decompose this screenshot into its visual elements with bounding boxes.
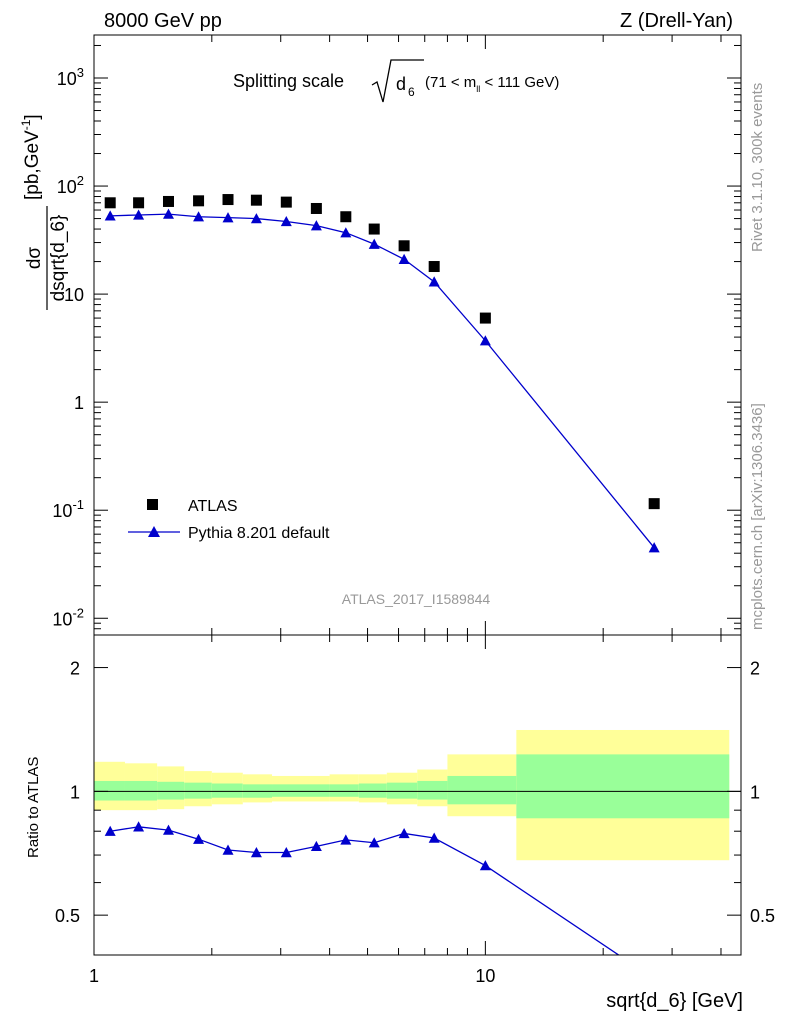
- rivet-label: Rivet 3.1.10, 300k events: [749, 83, 766, 252]
- pythia-point: [310, 220, 322, 231]
- atlas-point: [340, 211, 352, 223]
- ratio-pythia-point: [649, 973, 660, 983]
- source-label: mcplots.cern.ch [arXiv:1306.3436]: [749, 403, 766, 630]
- main-title-variable: d: [396, 74, 406, 94]
- ratio-band-stat: [516, 754, 730, 819]
- atlas-point: [104, 197, 116, 209]
- main-title-variable-sub: 6: [408, 85, 415, 99]
- atlas-point: [368, 223, 380, 235]
- ratio-pythia-point: [104, 825, 116, 836]
- x-axis-label: sqrt{d_6} [GeV]: [606, 990, 743, 1012]
- ratio-pythia-point: [222, 844, 234, 855]
- atlas-point: [280, 196, 292, 208]
- energy-label: 8000 GeV pp: [104, 10, 222, 32]
- ratio-band-stat: [447, 775, 517, 805]
- main-plot-frame: [93, 34, 742, 636]
- atlas-point: [133, 197, 145, 209]
- pythia-point: [479, 335, 491, 346]
- ratio-y-tick-label: 0.5: [55, 906, 80, 926]
- ratio-pythia-point: [133, 821, 145, 832]
- ratio-pythia-point: [193, 833, 205, 844]
- legend-marker-atlas: [147, 499, 158, 510]
- ratio-y-tick-label-right: 2: [750, 659, 760, 679]
- atlas-point: [250, 194, 262, 206]
- y-tick-label: 10: [64, 285, 84, 305]
- ratio-pythia-line: [110, 826, 620, 955]
- ratio-pythia-point: [280, 847, 292, 858]
- ratio-y-tick-label: 2: [70, 659, 80, 679]
- sqrt-sign-icon: [371, 59, 424, 103]
- x-tick-label: 1: [89, 966, 99, 986]
- ratio-pythia-point: [368, 837, 380, 848]
- ratio-band-stat: [358, 783, 387, 798]
- process-label: Z (Drell-Yan): [620, 10, 733, 32]
- ylabel-denominator: dsqrt{d_6}: [48, 215, 69, 302]
- ratio-pythia-point: [428, 832, 440, 843]
- y-tick-label: 10-2: [52, 605, 84, 629]
- y-tick-label: 102: [57, 173, 84, 197]
- atlas-point: [479, 312, 491, 324]
- atlas-point: [648, 498, 660, 510]
- ratio-plot-frame: [93, 634, 742, 956]
- atlas-point: [428, 261, 440, 273]
- ratio-y-tick-label: 1: [70, 782, 80, 802]
- pythia-point: [428, 276, 440, 287]
- atlas-point: [398, 240, 410, 252]
- ratio-band-stat: [329, 784, 359, 797]
- pythia-point: [250, 213, 262, 224]
- main-plot: [104, 194, 660, 553]
- pythia-point: [193, 211, 205, 222]
- y-tick-label: 10-1: [52, 497, 84, 521]
- ratio-band-stat: [94, 780, 125, 801]
- ratio-pythia-point: [479, 860, 491, 871]
- pythia-line: [110, 213, 655, 549]
- axes: 1 10 10-2 10-1 1 10 102 103 0.5 0.5 1 1 2 2: [52, 35, 775, 986]
- ratio-plot: [94, 729, 741, 983]
- ratio-y-axis-label: Ratio to ATLAS: [25, 757, 42, 858]
- ratio-band-stat: [211, 783, 243, 798]
- ratio-band-stat: [157, 781, 185, 800]
- ratio-band-stat: [386, 782, 418, 799]
- ratio-pythia-point: [250, 847, 262, 858]
- ratio-y-tick-label-right: 1: [750, 782, 760, 802]
- analysis-id: ATLAS_2017_I1589844: [342, 591, 491, 607]
- y-tick-label: 1: [74, 393, 84, 413]
- pythia-point: [280, 215, 292, 227]
- ratio-pythia-point: [310, 840, 322, 852]
- x-tick-label: 10: [475, 966, 495, 986]
- legend-label-pythia: Pythia 8.201 default: [188, 525, 330, 542]
- ratio-y-tick-label-right: 0.5: [750, 906, 775, 926]
- ylabel-unit: [pb,GeV-1]: [19, 114, 43, 200]
- atlas-point: [162, 195, 174, 207]
- pythia-point: [648, 542, 660, 553]
- ylabel-numerator: dσ: [24, 247, 45, 270]
- main-y-axis-label: dσ dsqrt{d_6} [pb,GeV-1]: [19, 114, 69, 310]
- main-title: Splitting scale: [233, 71, 344, 91]
- legend: ATLAS Pythia 8.201 default: [128, 498, 330, 542]
- ratio-band-stat: [124, 780, 158, 801]
- pythia-point: [368, 238, 380, 249]
- ratio-band-stat: [417, 780, 448, 800]
- atlas-point: [310, 202, 322, 214]
- atlas-point: [222, 194, 234, 206]
- atlas-point: [193, 195, 205, 207]
- y-tick-label: 103: [57, 65, 84, 89]
- ratio-band-stat: [301, 784, 330, 797]
- ratio-pythia-point: [398, 827, 410, 839]
- legend-marker-pythia: [148, 526, 160, 537]
- ratio-band-stat: [272, 784, 302, 797]
- pythia-point: [104, 210, 116, 221]
- pythia-point: [340, 227, 352, 238]
- main-title-cut: (71 < mll < 111 GeV): [425, 74, 559, 94]
- pythia-point: [133, 209, 145, 220]
- legend-label-atlas: ATLAS: [188, 498, 238, 515]
- ratio-pythia-point: [340, 834, 352, 845]
- ratio-band-stat: [184, 782, 212, 799]
- pythia-point: [162, 208, 174, 219]
- pythia-point: [398, 253, 410, 264]
- ratio-pythia-point: [162, 824, 174, 835]
- pythia-point: [222, 212, 234, 223]
